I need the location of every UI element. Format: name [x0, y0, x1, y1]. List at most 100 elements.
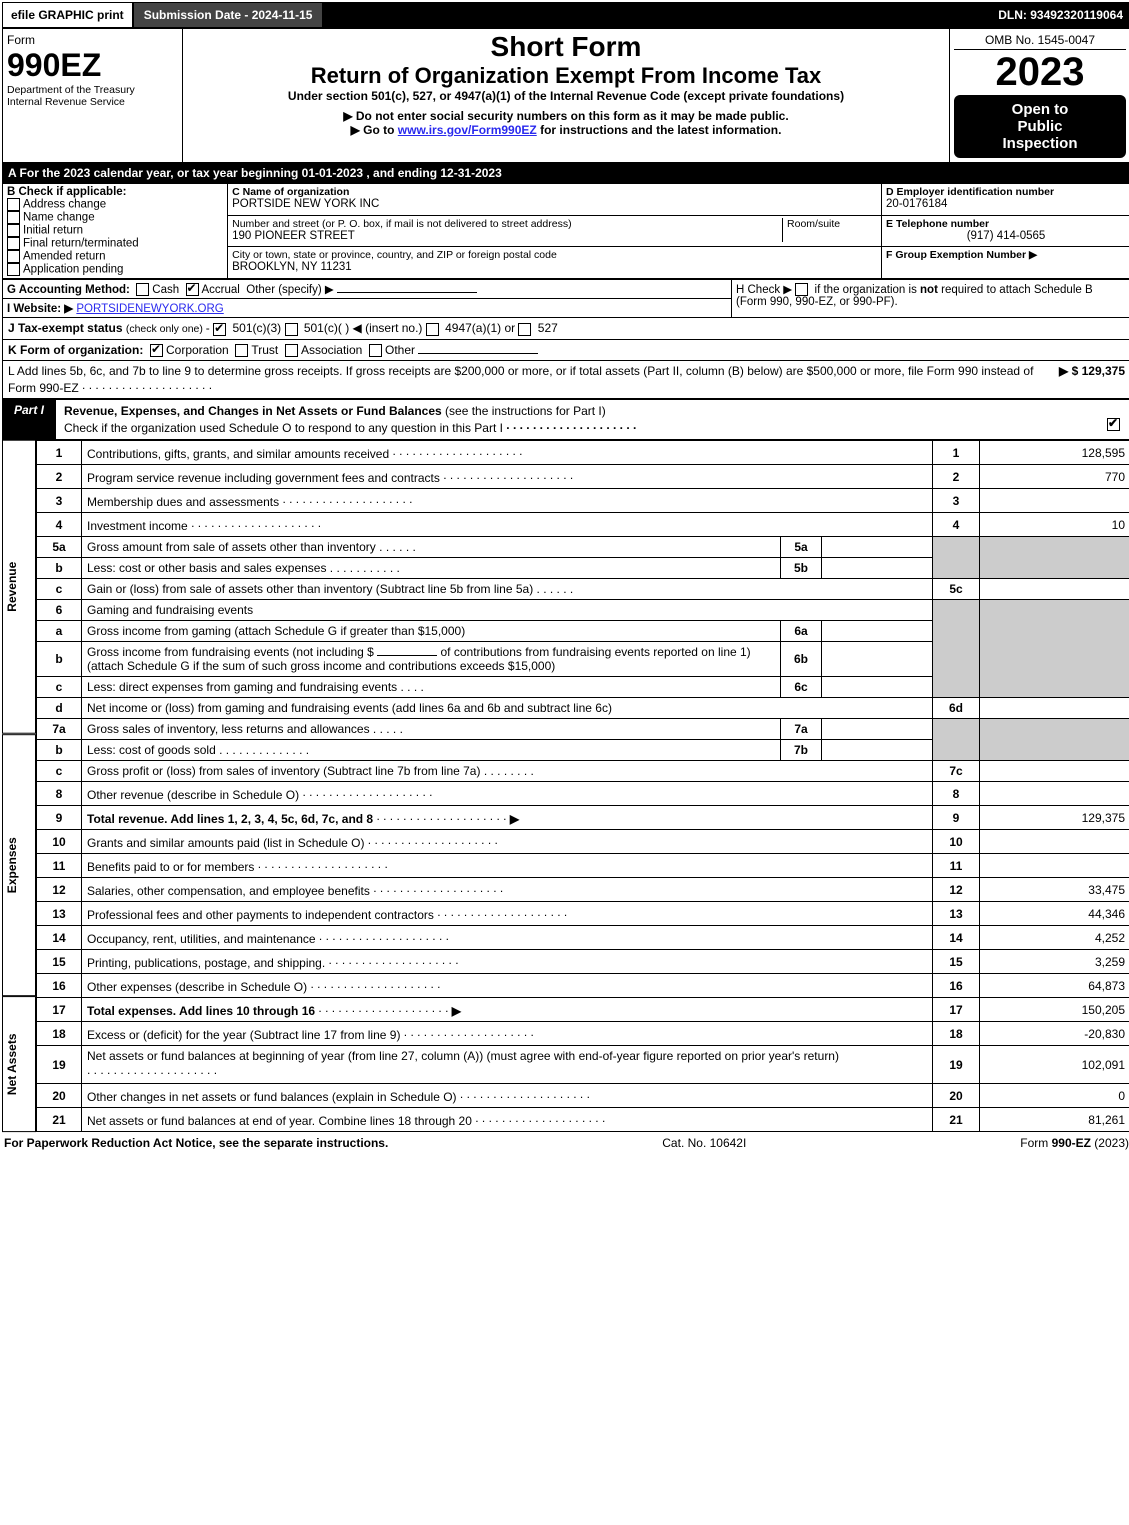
- checkbox-initial-return[interactable]: [7, 224, 20, 237]
- return-title: Return of Organization Exempt From Incom…: [185, 63, 947, 89]
- checkbox-name-change[interactable]: [7, 211, 20, 224]
- c-name-cell: C Name of organization PORTSIDE NEW YORK…: [228, 184, 882, 216]
- checkbox-amended-return[interactable]: [7, 250, 20, 263]
- checkbox-association[interactable]: [285, 344, 298, 357]
- part-i-tab: Part I: [2, 399, 56, 440]
- f-group-cell: F Group Exemption Number ▶: [882, 247, 1129, 279]
- footer-right: Form 990-EZ (2023): [1020, 1136, 1129, 1150]
- line-16: 16Other expenses (describe in Schedule O…: [37, 974, 1129, 998]
- checkbox-final-return[interactable]: [7, 237, 20, 250]
- line-10: 10Grants and similar amounts paid (list …: [37, 830, 1129, 854]
- irs-link[interactable]: www.irs.gov/Form990EZ: [398, 123, 537, 137]
- checkbox-schedule-o[interactable]: [1107, 418, 1120, 431]
- dept-irs: Internal Revenue Service: [7, 96, 178, 108]
- header-mid: Short Form Return of Organization Exempt…: [183, 29, 950, 162]
- efile-print[interactable]: efile GRAPHIC print: [2, 2, 133, 28]
- footer-mid: Cat. No. 10642I: [662, 1136, 746, 1150]
- form-code: 990EZ: [7, 47, 178, 84]
- line-9: 9Total revenue. Add lines 1, 2, 3, 4, 5c…: [37, 806, 1129, 830]
- dln-number: DLN: 93492320119064: [990, 2, 1129, 28]
- line-12: 12Salaries, other compensation, and empl…: [37, 878, 1129, 902]
- ein-value: 20-0176184: [886, 198, 1126, 210]
- checkbox-cash[interactable]: [136, 283, 149, 296]
- line-20: 20Other changes in net assets or fund ba…: [37, 1084, 1129, 1108]
- form-label: Form: [7, 33, 178, 47]
- public-inspection-badge: Open to Public Inspection: [954, 95, 1126, 158]
- i-website: I Website: ▶ PORTSIDENEWYORK.ORG: [3, 299, 732, 318]
- line-6d: dNet income or (loss) from gaming and fu…: [37, 698, 1129, 719]
- top-bar: efile GRAPHIC print Submission Date - 20…: [2, 2, 1129, 28]
- omb-number: OMB No. 1545-0047: [954, 33, 1126, 50]
- website-link[interactable]: PORTSIDENEWYORK.ORG: [76, 303, 223, 315]
- lines-table: 1Contributions, gifts, grants, and simil…: [36, 440, 1129, 1132]
- line-6: 6Gaming and fundraising events: [37, 600, 1129, 621]
- line-4: 4Investment income . . . . . . . . . . .…: [37, 513, 1129, 537]
- c-address-cell: Number and street (or P. O. box, if mail…: [228, 215, 882, 247]
- line-3: 3Membership dues and assessments . . . .…: [37, 489, 1129, 513]
- checkbox-schedule-b[interactable]: [795, 283, 808, 296]
- checkbox-501c[interactable]: [285, 323, 298, 336]
- h-schedule-b: H Check ▶ if the organization is not req…: [732, 280, 1129, 318]
- checkbox-other-org[interactable]: [369, 344, 382, 357]
- g-h-row: G Accounting Method: Cash Accrual Other …: [2, 279, 1129, 318]
- footer-left: For Paperwork Reduction Act Notice, see …: [4, 1136, 388, 1150]
- line-19: 19Net assets or fund balances at beginni…: [37, 1046, 1129, 1084]
- street-address: 190 PIONEER STREET: [232, 230, 782, 242]
- line-7a: 7aGross sales of inventory, less returns…: [37, 719, 1129, 740]
- form-header: Form 990EZ Department of the Treasury In…: [2, 28, 1129, 163]
- short-form-title: Short Form: [185, 31, 947, 63]
- k-form-org: K Form of organization: Corporation Trus…: [2, 340, 1129, 361]
- city-value: BROOKLYN, NY 11231: [232, 261, 877, 273]
- d-ein-cell: D Employer identification number 20-0176…: [882, 184, 1129, 216]
- g-accounting: G Accounting Method: Cash Accrual Other …: [3, 280, 732, 299]
- l-value: ▶ $ 129,375: [1059, 364, 1125, 395]
- org-info-table: B Check if applicable: Address change Na…: [2, 183, 1129, 279]
- org-name: PORTSIDE NEW YORK INC: [232, 198, 877, 210]
- b-checkboxes: B Check if applicable: Address change Na…: [3, 184, 228, 279]
- e-phone-cell: E Telephone number (917) 414-0565: [882, 215, 1129, 247]
- line-2: 2Program service revenue including gover…: [37, 465, 1129, 489]
- line-11: 11Benefits paid to or for members . . . …: [37, 854, 1129, 878]
- line-7c: cGross profit or (loss) from sales of in…: [37, 761, 1129, 782]
- ssn-warning: ▶ Do not enter social security numbers o…: [185, 109, 947, 123]
- section-labels: Revenue Expenses Net Assets: [2, 440, 36, 1132]
- j-tax-exempt: J Tax-exempt status (check only one) - 5…: [2, 318, 1129, 339]
- revenue-label: Revenue: [2, 440, 36, 734]
- tax-year: 2023: [954, 50, 1126, 95]
- spacer: [323, 2, 990, 28]
- checkbox-4947[interactable]: [426, 323, 439, 336]
- checkbox-application-pending[interactable]: [7, 263, 20, 276]
- checkbox-corporation[interactable]: [150, 344, 163, 357]
- line-18: 18Excess or (deficit) for the year (Subt…: [37, 1022, 1129, 1046]
- page-footer: For Paperwork Reduction Act Notice, see …: [2, 1132, 1129, 1154]
- line-14: 14Occupancy, rent, utilities, and mainte…: [37, 926, 1129, 950]
- line-21: 21Net assets or fund balances at end of …: [37, 1108, 1129, 1132]
- line-5a: 5aGross amount from sale of assets other…: [37, 537, 1129, 558]
- goto-line: ▶ Go to www.irs.gov/Form990EZ for instru…: [185, 123, 947, 137]
- row-a-calendar: A For the 2023 calendar year, or tax yea…: [2, 163, 1129, 183]
- checkbox-accrual[interactable]: [186, 283, 199, 296]
- checkbox-501c3[interactable]: [213, 323, 226, 336]
- checkbox-527[interactable]: [518, 323, 531, 336]
- line-5c: cGain or (loss) from sale of assets othe…: [37, 579, 1129, 600]
- checkbox-trust[interactable]: [235, 344, 248, 357]
- part-i-body: Revenue Expenses Net Assets 1Contributio…: [2, 440, 1129, 1132]
- part-i-header: Part I Revenue, Expenses, and Changes in…: [2, 399, 1129, 440]
- dept-treasury: Department of the Treasury: [7, 84, 178, 96]
- checkbox-address-change[interactable]: [7, 198, 20, 211]
- c-city-cell: City or town, state or province, country…: [228, 247, 882, 279]
- line-13: 13Professional fees and other payments t…: [37, 902, 1129, 926]
- line-17: 17Total expenses. Add lines 10 through 1…: [37, 998, 1129, 1022]
- phone-value: (917) 414-0565: [886, 230, 1126, 242]
- line-15: 15Printing, publications, postage, and s…: [37, 950, 1129, 974]
- netassets-label: Net Assets: [2, 996, 36, 1132]
- room-suite: Room/suite: [782, 218, 877, 242]
- header-left: Form 990EZ Department of the Treasury In…: [3, 29, 183, 162]
- l-gross-receipts: L Add lines 5b, 6c, and 7b to line 9 to …: [2, 361, 1129, 399]
- under-section: Under section 501(c), 527, or 4947(a)(1)…: [185, 89, 947, 103]
- expenses-label: Expenses: [2, 734, 36, 996]
- submission-date: Submission Date - 2024-11-15: [133, 2, 324, 28]
- part-i-title: Revenue, Expenses, and Changes in Net As…: [56, 399, 1129, 440]
- line-8: 8Other revenue (describe in Schedule O) …: [37, 782, 1129, 806]
- line-1: 1Contributions, gifts, grants, and simil…: [37, 441, 1129, 465]
